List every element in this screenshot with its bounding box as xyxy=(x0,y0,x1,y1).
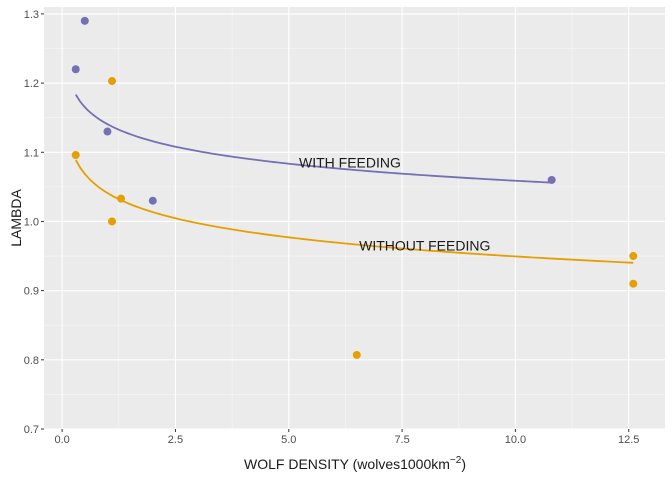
annotation-label: WITHOUT FEEDING xyxy=(359,238,490,254)
data-point xyxy=(80,16,89,25)
data-point xyxy=(148,196,157,205)
x-axis-title-main: WOLF DENSITY (wolves1000km xyxy=(244,456,450,472)
data-point xyxy=(107,217,116,226)
data-point xyxy=(71,65,80,74)
x-tick-label: 12.5 xyxy=(618,434,639,446)
data-points xyxy=(71,16,638,359)
y-tick-label: 1.1 xyxy=(24,147,39,159)
fit-line xyxy=(74,159,634,264)
data-point xyxy=(352,350,361,359)
fit-line xyxy=(74,94,552,184)
y-tick-label: 0.7 xyxy=(24,424,39,436)
annotations: WITH FEEDING WITHOUT FEEDING xyxy=(299,155,490,254)
y-axis: 0.7 0.8 0.9 1.0 1.1 1.2 1.3 xyxy=(24,9,44,436)
y-tick-label: 1.0 xyxy=(24,216,39,228)
x-tick-label: 7.5 xyxy=(394,434,409,446)
x-tick-label: 2.5 xyxy=(168,434,183,446)
y-axis-title: LAMBDA xyxy=(8,189,24,247)
x-axis-title: WOLF DENSITY (wolves1000km−2) xyxy=(244,455,466,472)
data-point xyxy=(629,252,638,261)
data-point xyxy=(103,127,112,136)
x-tick-label: 5.0 xyxy=(281,434,296,446)
data-point xyxy=(107,77,116,86)
y-tick-label: 0.9 xyxy=(24,286,39,298)
x-axis-title-superscript: −2 xyxy=(450,455,462,466)
x-tick-label: 0.0 xyxy=(54,434,69,446)
y-tick-label: 0.8 xyxy=(24,355,39,367)
y-tick-label: 1.2 xyxy=(24,78,39,90)
y-tick-label: 1.3 xyxy=(24,9,39,21)
data-point xyxy=(629,279,638,288)
x-axis-title-close: ) xyxy=(461,456,466,472)
x-axis: 0.0 2.5 5.0 7.5 10.0 12.5 xyxy=(54,429,639,446)
grid-major xyxy=(44,7,665,430)
x-tick-label: 10.0 xyxy=(505,434,526,446)
data-point xyxy=(71,151,80,160)
data-point xyxy=(117,194,126,203)
plot-panel xyxy=(44,7,665,429)
data-point xyxy=(547,175,556,184)
grid-minor xyxy=(44,7,665,429)
annotation-label: WITH FEEDING xyxy=(299,155,401,171)
fit-lines xyxy=(74,94,634,264)
